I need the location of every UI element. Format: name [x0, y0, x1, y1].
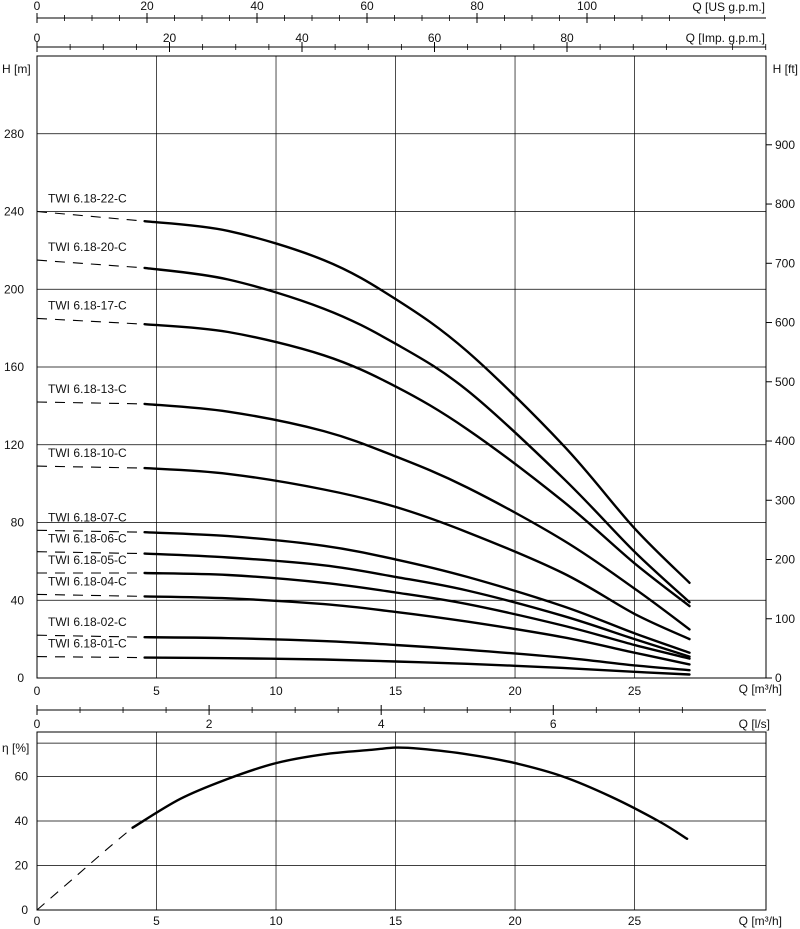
- usgpm-tick-label: 100: [577, 0, 597, 13]
- head-x-tick-label: 25: [628, 684, 642, 698]
- impgpm-tick-label: 40: [295, 31, 309, 45]
- usgpm-axis-label: Q [US g.p.m.]: [692, 0, 765, 14]
- head-y-right-axis-label: H [ft]: [773, 62, 798, 76]
- eff-x-tick-label: 5: [153, 914, 160, 928]
- head-curve-extension: [36, 593, 145, 597]
- head-ft-tick-label: 0: [775, 671, 782, 685]
- head-y-tick-label: 240: [4, 205, 24, 219]
- series-label: TWI 6.18-10-C: [48, 446, 127, 460]
- usgpm-tick-label: 20: [140, 0, 154, 13]
- eff-y-axis-label: η [%]: [2, 741, 29, 755]
- impgpm-tick-label: 80: [560, 31, 574, 45]
- head-x-tick-label: 15: [389, 684, 403, 698]
- series-label: TWI 6.18-01-C: [48, 637, 127, 651]
- ls-tick-label: 4: [378, 717, 385, 731]
- eff-x-tick-label: 20: [508, 914, 522, 928]
- head-ft-tick-label: 200: [775, 553, 795, 567]
- series-label: TWI 6.18-22-C: [48, 192, 127, 206]
- impgpm-tick-label: 0: [34, 31, 41, 45]
- head-ft-tick-label: 800: [775, 197, 795, 211]
- eff-y-tick-label: 20: [15, 859, 29, 873]
- impgpm-axis-label: Q [Imp. g.p.m.]: [686, 31, 765, 45]
- head-y-tick-label: 200: [4, 282, 24, 296]
- head-chart: 0 5 10 15 20 25 0 40 80 120 160 200 240 280 0 100 200 300…: [2, 55, 798, 698]
- head-curve: [143, 402, 691, 631]
- head-ft-tick-label: 300: [775, 493, 795, 507]
- head-curve: [143, 636, 691, 672]
- ls-axis: 0 2 4 6 Q [l/s]: [34, 705, 770, 731]
- head-y-tick-label: 120: [4, 438, 24, 452]
- ls-tick-label: 0: [34, 717, 41, 731]
- impgpm-tick-label: 60: [428, 31, 442, 45]
- head-curve: [143, 656, 691, 676]
- eff-curve-extension: [36, 827, 133, 911]
- eff-x-axis-label: Q [m³/h]: [739, 914, 782, 928]
- series-label: TWI 6.18-17-C: [48, 298, 127, 312]
- head-curve: [143, 552, 691, 658]
- head-x-tick-label: 5: [153, 684, 160, 698]
- head-curve-extension: [36, 317, 145, 325]
- head-y-tick-label: 40: [11, 593, 25, 607]
- eff-curve: [131, 746, 689, 840]
- head-y-tick-label: 80: [11, 516, 25, 530]
- usgpm-tick-label: 40: [250, 0, 264, 13]
- eff-x-tick-label: 25: [628, 914, 642, 928]
- head-curve: [143, 220, 691, 584]
- head-curve: [143, 571, 691, 660]
- eff-y-tick-label: 0: [21, 903, 28, 917]
- series-label: TWI 6.18-05-C: [48, 553, 127, 567]
- head-x-tick-label: 10: [269, 684, 283, 698]
- head-curve-extension: [36, 656, 145, 659]
- eff-y-tick-label: 40: [15, 814, 29, 828]
- head-ft-tick-label: 500: [775, 375, 795, 389]
- head-x-tick-label: 20: [508, 684, 522, 698]
- ls-tick-label: 2: [206, 717, 213, 731]
- head-curve: [143, 466, 691, 641]
- eff-x-tick-label: 10: [269, 914, 283, 928]
- head-ft-tick-label: 600: [775, 316, 795, 330]
- head-curve: [143, 595, 691, 666]
- head-x-axis-label: Q [m³/h]: [739, 682, 782, 696]
- head-curve-extension: [36, 259, 145, 269]
- head-curve: [143, 531, 691, 654]
- head-curve-extension: [36, 465, 145, 469]
- eff-x-tick-label: 0: [34, 914, 41, 928]
- usgpm-tick-label: 0: [34, 0, 41, 13]
- head-x-tick-label: 0: [34, 684, 41, 698]
- usgpm-tick-label: 80: [470, 0, 484, 13]
- head-y-tick-label: 160: [4, 360, 24, 374]
- head-curve-extension: [36, 210, 145, 222]
- ls-axis-label: Q [l/s]: [739, 717, 770, 731]
- head-y-tick-label: 0: [17, 671, 24, 685]
- series-label: TWI 6.18-20-C: [48, 240, 127, 254]
- head-curve: [143, 266, 691, 604]
- ls-tick-label: 6: [550, 717, 557, 731]
- top-flow-axes: 0 20 40 60 80 100 Q [US g.p.m.] 0 20 40 60 80 Q [Imp…: [34, 0, 767, 52]
- efficiency-chart: 0 5 10 15 20 25 0 20 40 60 η [%] Q [m³/h]: [2, 731, 782, 928]
- head-y-axis-label: H [m]: [2, 62, 31, 76]
- head-curve-extension: [36, 401, 145, 405]
- impgpm-tick-label: 20: [163, 31, 177, 45]
- head-curve: [143, 323, 691, 608]
- usgpm-tick-label: 60: [360, 0, 374, 13]
- head-ft-tick-label: 700: [775, 256, 795, 270]
- series-label: TWI 6.18-04-C: [48, 574, 127, 588]
- head-ft-tick-label: 100: [775, 612, 795, 626]
- series-label: TWI 6.18-13-C: [48, 382, 127, 396]
- series-label: TWI 6.18-06-C: [48, 532, 127, 546]
- head-ft-tick-label: 400: [775, 434, 795, 448]
- series-label: TWI 6.18-02-C: [48, 615, 127, 629]
- eff-y-tick-label: 60: [15, 770, 29, 784]
- series-label: TWI 6.18-07-C: [48, 510, 127, 524]
- head-y-tick-label: 280: [4, 127, 24, 141]
- eff-x-tick-label: 15: [389, 914, 403, 928]
- head-ft-tick-label: 900: [775, 138, 795, 152]
